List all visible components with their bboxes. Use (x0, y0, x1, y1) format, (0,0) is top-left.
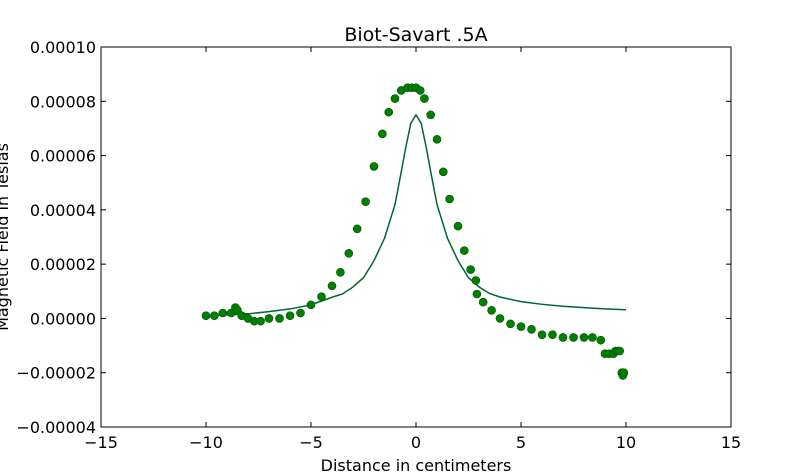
data-point (218, 308, 228, 318)
data-point (327, 281, 337, 291)
data-point (472, 289, 482, 299)
data-point (415, 86, 425, 95)
x-tick-label: 0 (411, 433, 421, 452)
x-tick-label: −10 (189, 433, 223, 452)
data-point (317, 292, 326, 302)
data-point (615, 346, 625, 356)
y-tick-label: 0.00004 (30, 201, 96, 220)
y-axis-label: Magnetic Field in Teslas (0, 143, 12, 331)
x-tick-label: −15 (84, 433, 118, 452)
data-point (487, 305, 496, 315)
data-point (432, 134, 442, 144)
data-point (466, 265, 475, 274)
data-point (619, 368, 629, 378)
x-tick-label: −5 (299, 433, 323, 452)
data-point (352, 224, 362, 234)
plot-area (201, 83, 629, 380)
data-point (596, 335, 606, 345)
y-tick-label: −0.00004 (16, 418, 96, 437)
y-tick-label: 0.00008 (30, 92, 96, 111)
y-tick-label: 0.00000 (30, 309, 96, 328)
data-point (537, 330, 547, 340)
data-point (210, 311, 219, 321)
data-point (275, 314, 284, 323)
data-point (264, 314, 274, 323)
data-point (445, 194, 454, 204)
data-point (306, 300, 316, 310)
data-point (506, 319, 515, 329)
theory-line (205, 113, 627, 317)
x-axis-label: Distance in centimeters (321, 456, 512, 475)
measured-series (201, 83, 629, 380)
x-tick-label: 5 (516, 433, 526, 452)
data-point (548, 330, 557, 340)
axes-frame (100, 46, 732, 428)
x-tick-label: 15 (721, 433, 741, 452)
data-point (378, 129, 387, 139)
y-tick-label: 0.00010 (30, 38, 96, 57)
data-point (527, 324, 536, 334)
data-point (558, 333, 568, 342)
data-point (459, 246, 469, 255)
y-tick-label: 0.00006 (30, 147, 96, 166)
data-point (285, 311, 295, 321)
chart-title: Biot-Savart .5A (344, 24, 487, 46)
data-point (495, 314, 505, 323)
data-point (201, 311, 211, 321)
data-point (256, 316, 265, 326)
data-point (420, 94, 429, 103)
data-point (453, 221, 463, 231)
y-tick-label: −0.00002 (16, 364, 96, 383)
x-tick-label: 10 (616, 433, 636, 452)
data-point (471, 276, 481, 285)
data-point (426, 110, 436, 120)
data-point (579, 333, 589, 342)
data-point (569, 333, 578, 342)
data-point (336, 267, 345, 277)
data-point (438, 167, 448, 177)
data-point (361, 197, 370, 207)
data-point (390, 94, 400, 103)
data-point (344, 248, 354, 258)
data-point (588, 333, 597, 342)
data-point (296, 308, 305, 318)
y-tick-label: 0.00002 (30, 255, 96, 274)
data-point (384, 107, 394, 117)
data-point (516, 322, 526, 331)
data-point (478, 297, 488, 307)
data-point (369, 162, 379, 171)
axis-ticks: −15 −10 −5 0 5 10 15 −0.00004 −0.00002 0.00000 0.0… (16, 38, 741, 452)
